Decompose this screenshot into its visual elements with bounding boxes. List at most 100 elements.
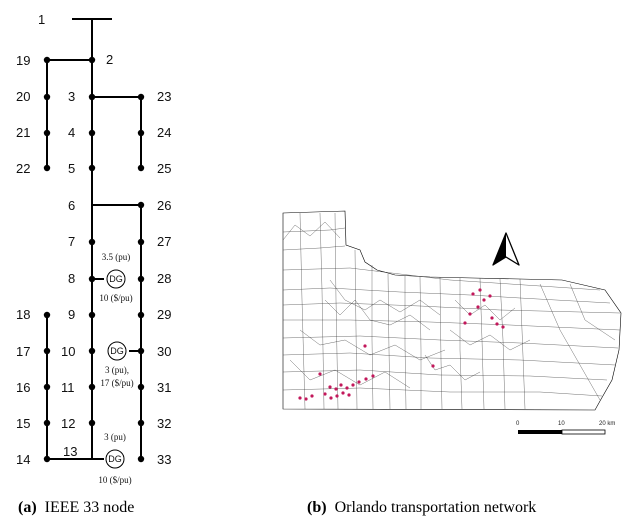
station-marker	[478, 288, 482, 292]
caption-b-tag: (b)	[307, 499, 327, 516]
node-label-26: 26	[157, 198, 171, 213]
station-marker	[468, 312, 472, 316]
node-dot	[43, 455, 51, 463]
station-marker	[490, 316, 494, 320]
node-label-10: 10	[61, 344, 75, 359]
station-marker	[304, 397, 308, 401]
dg-label: DG	[108, 454, 122, 464]
dg-note: 10 ($/pu)	[98, 475, 131, 485]
station-marker	[345, 386, 349, 390]
node-dot	[137, 129, 145, 137]
street-network	[282, 212, 621, 410]
node-label-20: 20	[16, 89, 30, 104]
scale-label-start: 0	[516, 421, 520, 427]
caption-a: (a) IEEE 33 node	[18, 499, 134, 516]
station-marker	[495, 322, 499, 326]
station-marker	[488, 294, 492, 298]
station-marker	[328, 385, 332, 389]
station-marker	[431, 364, 435, 368]
caption-a-text: IEEE 33 node	[45, 499, 135, 516]
station-marker	[347, 393, 351, 397]
station-marker	[298, 396, 302, 400]
node-label-29: 29	[157, 307, 171, 322]
station-marker	[357, 380, 361, 384]
node-dot	[88, 419, 96, 427]
node-dot	[88, 383, 96, 391]
node-dot	[43, 164, 51, 172]
node-label-5: 5	[68, 161, 75, 176]
station-marker	[334, 387, 338, 391]
node-label-21: 21	[16, 125, 30, 140]
node-label-4: 4	[68, 125, 75, 140]
node-label-32: 32	[157, 416, 171, 431]
node-label-3: 3	[68, 89, 75, 104]
node-dot	[43, 311, 51, 319]
station-marker	[476, 305, 480, 309]
node-label-16: 16	[16, 380, 30, 395]
node-label-18: 18	[16, 307, 30, 322]
north-arrow-icon	[492, 232, 520, 266]
station-marker	[463, 321, 467, 325]
dg-unit-node-13: DG 3 (pu) 10 ($/pu)	[98, 432, 131, 485]
node-dot	[137, 201, 145, 209]
caption-b: (b) Orlando transportation network	[307, 499, 536, 516]
node-dot	[137, 238, 145, 246]
node-label-17: 17	[16, 344, 30, 359]
node-dot	[88, 275, 96, 283]
scale-label-end: 20 km	[599, 421, 615, 427]
node-dot	[88, 347, 96, 355]
station-marker	[364, 377, 368, 381]
node-labels: 1 2 3 4 5 6 7 8 9 10 11 12 13 14 15 16 1…	[16, 12, 171, 467]
node-dot	[88, 164, 96, 172]
node-label-1: 1	[38, 12, 45, 27]
station-marker	[501, 325, 505, 329]
node-label-19: 19	[16, 53, 30, 68]
ieee33-diagram: 1 2 3 4 5 6 7 8 9 10 11 12 13 14 15 16 1…	[16, 12, 171, 516]
node-dot	[43, 56, 51, 64]
node-dot	[88, 129, 96, 137]
node-dot	[88, 56, 96, 64]
caption-b-text: Orlando transportation network	[335, 499, 537, 516]
station-marker	[482, 298, 486, 302]
dg-note: 3 (pu)	[104, 432, 126, 442]
node-label-30: 30	[157, 344, 171, 359]
node-label-28: 28	[157, 271, 171, 286]
dg-note: 10 ($/pu)	[99, 293, 132, 303]
node-dot	[88, 93, 96, 101]
station-marker	[339, 383, 343, 387]
node-dot	[43, 129, 51, 137]
charging-stations	[298, 288, 505, 401]
node-label-33: 33	[157, 452, 171, 467]
node-dot	[137, 311, 145, 319]
node-dot	[137, 383, 145, 391]
node-dot	[137, 347, 145, 355]
node-dot	[137, 455, 145, 463]
node-dot	[43, 383, 51, 391]
station-marker	[363, 344, 367, 348]
station-marker	[323, 392, 327, 396]
station-marker	[371, 374, 375, 378]
dg-note: 17 ($/pu)	[100, 378, 133, 388]
node-dot	[137, 275, 145, 283]
node-label-12: 12	[61, 416, 75, 431]
station-marker	[341, 391, 345, 395]
dg-unit-node-8: DG 3.5 (pu) 10 ($/pu)	[99, 252, 132, 303]
node-label-22: 22	[16, 161, 30, 176]
node-label-7: 7	[68, 234, 75, 249]
node-dot	[43, 419, 51, 427]
node-label-24: 24	[157, 125, 171, 140]
node-dot	[43, 347, 51, 355]
dg-label: DG	[110, 346, 124, 356]
station-marker	[310, 394, 314, 398]
node-label-15: 15	[16, 416, 30, 431]
node-label-2: 2	[106, 52, 113, 67]
scale-label-mid: 10	[558, 421, 565, 427]
node-dot	[137, 164, 145, 172]
station-marker	[471, 292, 475, 296]
node-label-14: 14	[16, 452, 30, 467]
dg-note: 3.5 (pu)	[102, 252, 131, 262]
station-marker	[335, 394, 339, 398]
node-dot	[137, 419, 145, 427]
station-marker	[318, 372, 322, 376]
scale-bar: 0 10 20 km	[516, 421, 615, 435]
